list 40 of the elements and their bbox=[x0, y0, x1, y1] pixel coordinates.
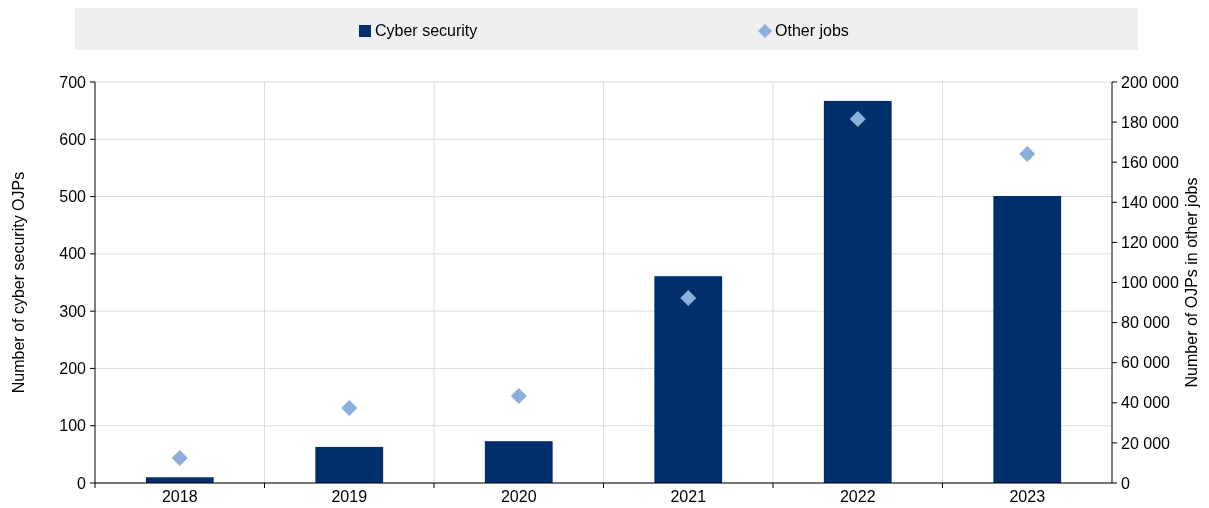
y2-tick-label: 120 000 bbox=[1121, 234, 1179, 251]
bar bbox=[484, 441, 553, 483]
x-tick-label: 2020 bbox=[500, 488, 537, 505]
bar bbox=[823, 100, 892, 483]
y2-tick-label: 180 000 bbox=[1121, 113, 1179, 131]
y-tick-label: 600 bbox=[59, 130, 87, 148]
bar bbox=[993, 196, 1062, 483]
y2-tick-label: 20 000 bbox=[1121, 434, 1171, 452]
y2-tick-label: 40 000 bbox=[1121, 394, 1171, 412]
y-tick-label: 400 bbox=[59, 245, 87, 263]
y-tick-label: 0 bbox=[77, 474, 87, 492]
x-tick-label: 2022 bbox=[839, 488, 876, 505]
point bbox=[341, 400, 358, 417]
point bbox=[849, 111, 866, 128]
y-tick-label: 300 bbox=[59, 302, 87, 320]
point bbox=[1019, 145, 1036, 162]
y2-axis-title: Number of OJPs in other jobs bbox=[1183, 177, 1200, 388]
x-tick-label: 2023 bbox=[1009, 488, 1046, 505]
y-tick-label: 100 bbox=[59, 417, 87, 435]
y-tick-label: 700 bbox=[59, 73, 87, 91]
bar bbox=[315, 446, 384, 483]
point bbox=[510, 387, 527, 404]
y-tick-label: 200 bbox=[59, 360, 87, 378]
y2-tick-label: 140 000 bbox=[1121, 193, 1179, 211]
y2-tick-label: 0 bbox=[1121, 474, 1130, 492]
bar bbox=[654, 276, 723, 483]
point bbox=[680, 289, 697, 306]
legend-label: Cyber security bbox=[375, 22, 478, 39]
point bbox=[171, 449, 188, 466]
x-tick-label: 2021 bbox=[670, 488, 707, 505]
y2-tick-label: 60 000 bbox=[1121, 354, 1171, 372]
y2-tick-label: 200 000 bbox=[1121, 73, 1179, 91]
y-tick-label: 500 bbox=[59, 188, 87, 206]
y2-tick-label: 100 000 bbox=[1121, 274, 1179, 292]
y-axis-title: Number of cyber security OJPs bbox=[10, 171, 27, 394]
x-tick-label: 2019 bbox=[331, 488, 368, 505]
legend-label: Other jobs bbox=[775, 22, 849, 39]
x-tick-label: 2018 bbox=[161, 488, 198, 505]
y2-tick-label: 80 000 bbox=[1121, 314, 1171, 332]
y2-tick-label: 160 000 bbox=[1121, 153, 1179, 171]
